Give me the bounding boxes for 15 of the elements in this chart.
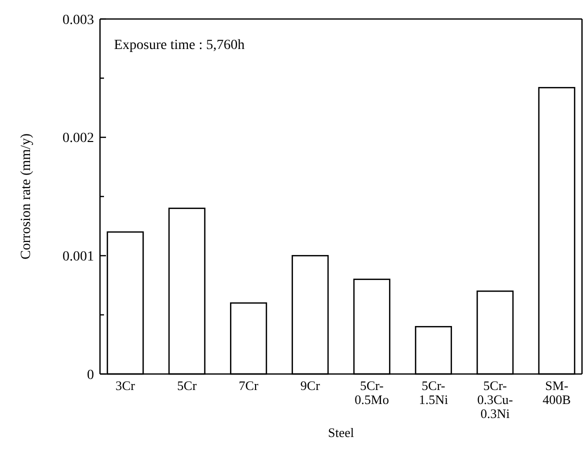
x-tick-label: 9Cr <box>300 378 321 393</box>
y-tick-label: 0.001 <box>62 250 94 265</box>
y-tick-label: 0.002 <box>62 131 94 146</box>
x-axis-title: Steel <box>328 425 354 440</box>
y-tick-label: 0 <box>87 368 94 383</box>
x-tick-label: 5Cr-1.5Ni <box>418 378 448 407</box>
x-tick-label: 5Cr-0.5Mo <box>354 378 389 407</box>
x-tick-label: 7Cr <box>238 378 259 393</box>
x-tick-label: 5Cr-0.3Cu-0.3Ni <box>477 378 513 421</box>
x-tick-label: SM-400B <box>542 378 572 407</box>
x-tick-label: 5Cr <box>177 378 198 393</box>
y-axis-title: Corrosion rate (mm/y) <box>19 133 34 260</box>
annotation: Exposure time : 5,760h <box>114 38 245 53</box>
x-tick-label: 3Cr <box>116 378 136 393</box>
y-tick-label: 0.003 <box>62 12 94 28</box>
